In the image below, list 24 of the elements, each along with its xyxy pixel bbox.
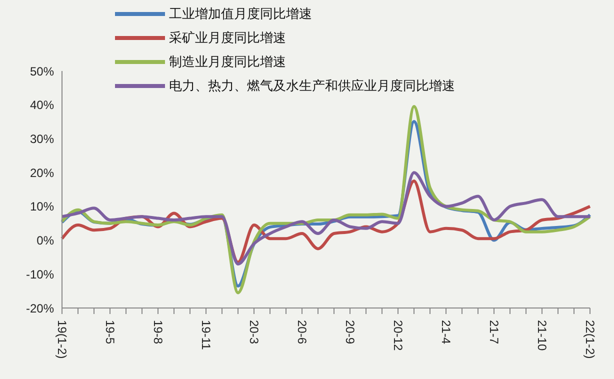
x-tick-label: 21-4 [439, 320, 453, 344]
x-tick-label: 19-11 [199, 320, 213, 350]
x-tick-label: 20-12 [391, 320, 405, 352]
legend-label: 电力、热力、燃气及水生产和供应业月度同比增速 [169, 77, 455, 95]
y-tick-label: 30% [30, 132, 54, 146]
x-tick-label: 21-10 [535, 320, 549, 352]
y-tick-label: 0% [36, 234, 54, 248]
x-tick-label: 19-8 [151, 320, 165, 344]
x-tick-label: 22(1-2) [583, 320, 597, 359]
x-tick-label: 19(1-2) [55, 320, 69, 359]
y-tick-label: 40% [30, 98, 54, 112]
y-tick-label: -10% [26, 267, 54, 282]
y-tick-label: -20% [26, 301, 54, 316]
legend-label: 采矿业月度同比增速 [169, 29, 286, 47]
legend-label: 工业增加值月度同比增速 [169, 5, 312, 23]
y-tick-label: 20% [30, 166, 54, 180]
legend-label: 制造业月度同比增速 [169, 53, 286, 71]
y-tick-label: 50% [30, 64, 54, 78]
x-tick-label: 20-9 [343, 320, 357, 344]
y-tick-label: 10% [30, 200, 54, 214]
x-tick-label: 19-5 [103, 320, 117, 344]
x-tick-label: 20-6 [295, 320, 309, 344]
x-tick-label: 20-3 [247, 320, 261, 344]
x-tick-label: 21-7 [487, 320, 501, 344]
